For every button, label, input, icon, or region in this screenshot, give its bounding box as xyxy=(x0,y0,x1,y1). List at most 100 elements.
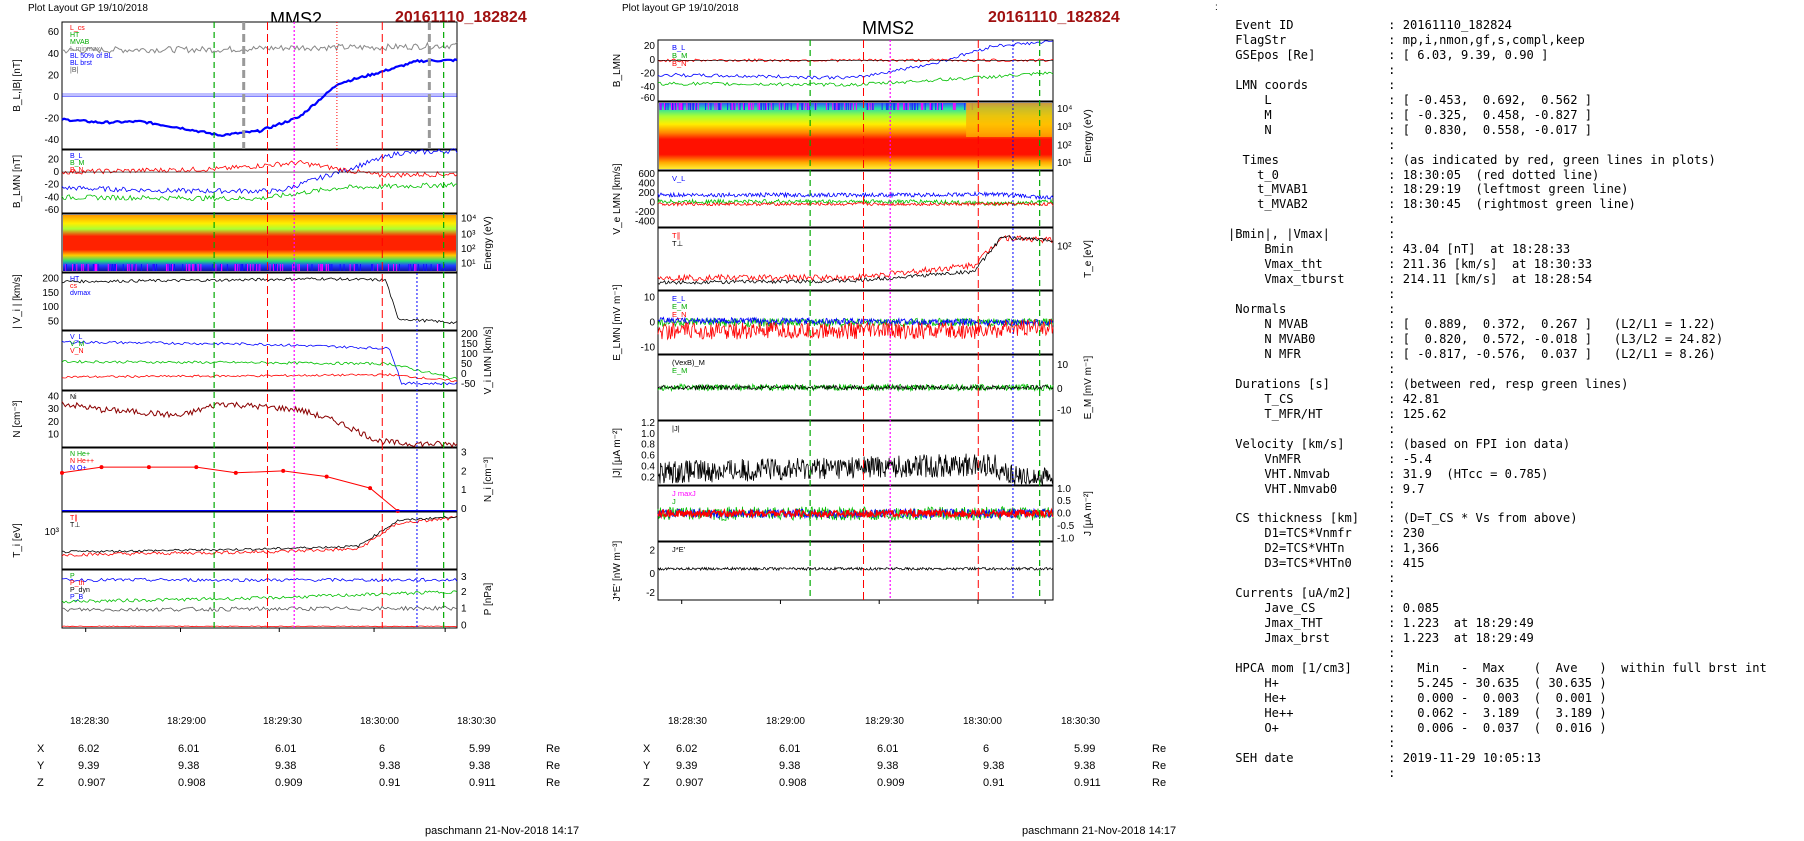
info-line: M : [ -0.325, 0.458, -0.827 ] xyxy=(1228,107,1593,122)
y-tick-label: -50 xyxy=(461,379,476,390)
spectrogram-region xyxy=(966,103,1052,137)
info-line: : xyxy=(1228,646,1396,661)
pos-cell: 9.38 xyxy=(1074,760,1096,772)
legend-entry: N He++ xyxy=(70,458,94,465)
y-tick-label: 10¹ xyxy=(461,258,476,269)
mid-time-tick: 18:30:30 xyxy=(1061,716,1100,727)
pos-cell: 9.38 xyxy=(877,760,899,772)
info-line: He++ : 0.062 - 3.189 ( 3.189 ) xyxy=(1228,705,1607,720)
pos-cell: 6.01 xyxy=(178,743,200,755)
legend-entry: MVAB xyxy=(70,39,90,46)
pos-cell: 6.02 xyxy=(78,743,100,755)
pos-row-label: Z xyxy=(37,777,44,789)
footer-credit-left: paschmann 21-Nov-2018 14:17 xyxy=(425,825,580,837)
ion-spectrogram xyxy=(63,215,456,271)
series-JL xyxy=(657,507,1054,520)
legend-entry: J xyxy=(672,497,676,506)
info-line: : xyxy=(1228,421,1396,436)
y-tick-label: 1.0 xyxy=(1057,484,1071,495)
y-tick-label: -10 xyxy=(1057,405,1072,416)
pos-cell: 0.91 xyxy=(379,777,401,789)
y-tick-label: 0 xyxy=(649,197,655,208)
y-tick-label: 20 xyxy=(48,417,60,428)
y-tick-label: -1.0 xyxy=(1057,533,1075,544)
plot-panel-frame xyxy=(61,511,458,570)
plot-panel-frame xyxy=(61,21,458,150)
info-line: VHT.Nmvab0 : 9.7 xyxy=(1228,481,1425,496)
plot-panel-frame xyxy=(61,149,458,214)
pos-cell: 9.38 xyxy=(779,760,801,772)
y-tick-label: 1 xyxy=(461,603,467,614)
legend-entry: T∥ xyxy=(70,514,78,522)
legend-entry: B_N xyxy=(70,167,84,174)
y-tick-label: 0.0 xyxy=(1057,509,1071,520)
pos-cell: 0.907 xyxy=(78,777,106,789)
plot-panel-frame xyxy=(61,272,458,331)
series-VexB xyxy=(657,383,1054,392)
he++-point xyxy=(194,465,199,470)
info-line: GSEpos [Re] : [ 6.03, 9.39, 0.90 ] xyxy=(1228,47,1549,62)
he++-point xyxy=(146,465,151,470)
series-VN xyxy=(61,373,458,383)
y-tick-label: 40 xyxy=(48,392,60,403)
pos-cell: 0.911 xyxy=(469,777,496,789)
series-BN xyxy=(657,71,1054,87)
legend-entry: Ni xyxy=(70,394,77,401)
y-axis-label: J [μA m⁻²] xyxy=(1083,491,1094,536)
pos-cell: 6.01 xyxy=(779,743,801,755)
he++-point xyxy=(99,465,104,470)
y-tick-label: 10⁴ xyxy=(1057,104,1072,115)
pos-cell: 0.909 xyxy=(877,777,905,789)
plot-panel-frame xyxy=(61,390,458,448)
info-line: : xyxy=(1228,765,1396,780)
he++-point xyxy=(281,468,286,473)
info-line: H+ : 5.245 - 30.635 ( 30.635 ) xyxy=(1228,675,1607,690)
legend-entry: B_L xyxy=(672,43,685,52)
y-tick-label: 600 xyxy=(638,169,655,180)
pos-unit: Re xyxy=(1152,777,1167,789)
y-tick-label: 0 xyxy=(461,504,467,515)
y-tick-label: 2 xyxy=(461,587,467,598)
series-VL xyxy=(61,340,458,386)
series-EN xyxy=(657,318,1054,341)
he++-point xyxy=(233,470,238,475)
event-info-panel: Event ID : 20161110_182824 FlagStr : mp,… xyxy=(1228,18,1767,781)
legend-entry: |B| xyxy=(70,67,78,74)
mid-time-tick: 18:29:00 xyxy=(766,716,805,727)
mid-time-tick: 18:30:00 xyxy=(963,716,1002,727)
info-line: T_CS : 42.81 xyxy=(1228,391,1440,406)
series-EM xyxy=(657,317,1054,329)
legend-entry: P xyxy=(70,573,75,580)
legend-entry: T⊥ xyxy=(672,239,684,248)
info-line: SEH date : 2019-11-29 10:05:13 xyxy=(1228,750,1542,765)
y-axis-label: Energy (eV) xyxy=(483,216,494,269)
info-line: : xyxy=(1228,137,1396,152)
series-Ni xyxy=(61,401,458,449)
plot-panel-frame xyxy=(657,541,1054,601)
y-tick-label: -40 xyxy=(45,135,60,146)
y-tick-label: 10³ xyxy=(1057,122,1072,133)
y-axis-label: V_e LMN [km/s] xyxy=(612,163,623,234)
legend-entry: P_dyn xyxy=(70,587,90,594)
pos-cell: 9.38 xyxy=(983,760,1005,772)
legend-entry: E_N xyxy=(672,310,687,319)
y-tick-label: 50 xyxy=(461,359,473,370)
y-tick-label: 10³ xyxy=(45,527,60,538)
series-BL xyxy=(61,58,458,138)
pos-cell: 6.01 xyxy=(877,743,899,755)
y-tick-label: 10² xyxy=(1057,242,1072,253)
legend-entry: B_M xyxy=(672,51,687,60)
pos-unit: Re xyxy=(1152,760,1167,772)
plot-panel-frame xyxy=(657,227,1054,291)
pos-cell: 0.91 xyxy=(983,777,1005,789)
y-tick-label: 50 xyxy=(48,316,60,327)
y-tick-label: 10 xyxy=(644,292,656,303)
pos-cell: 0.909 xyxy=(275,777,303,789)
legend-entry: N O+ xyxy=(70,465,87,472)
y-tick-label: 200 xyxy=(461,329,478,340)
y-tick-label: 0.6 xyxy=(641,451,655,462)
he++-point xyxy=(60,470,64,475)
series-P xyxy=(61,577,458,583)
legend-entry: E_M xyxy=(672,366,687,375)
info-line: N MVAB : [ 0.889, 0.372, 0.267 ] (L2/L1 … xyxy=(1228,317,1716,332)
